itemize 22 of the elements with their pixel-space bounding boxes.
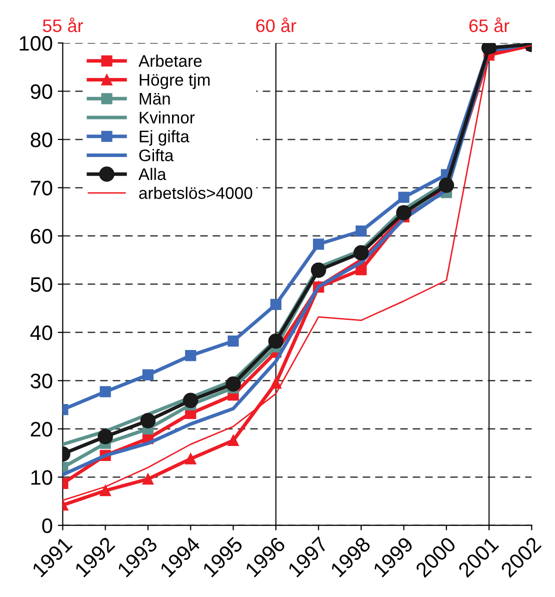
y-tick-label: 70 — [30, 180, 52, 196]
y-tick-label: 80 — [30, 132, 52, 148]
y-tick-label: 20 — [30, 422, 52, 437]
y-tick-label: 90 — [30, 84, 52, 99]
y-tick-label: 0 — [42, 518, 52, 534]
y-tick-label: 60 — [30, 228, 52, 244]
ref-line-label: 60 år — [256, 17, 296, 32]
y-tick-label: 40 — [30, 325, 52, 340]
y-tick-label: 30 — [30, 374, 52, 388]
legend-label: Ej gifta — [140, 130, 190, 146]
legend-label: Kvinnor — [140, 111, 195, 124]
y-tick-label: 10 — [31, 470, 52, 485]
legend-label: Alla — [138, 168, 166, 180]
legend-label: Högre tjm — [140, 74, 210, 90]
ref-line-label: 65 år — [469, 17, 510, 32]
y-tick-label: 100 — [20, 36, 52, 51]
legend-label: Män — [140, 93, 170, 105]
legend-label: arbetslös>4000 — [139, 186, 252, 199]
legend-label: Arbetare — [138, 54, 202, 67]
text: 55 år — [42, 17, 83, 32]
y-tick-label: 50 — [30, 277, 52, 292]
legend-label: Gifta — [139, 149, 174, 162]
